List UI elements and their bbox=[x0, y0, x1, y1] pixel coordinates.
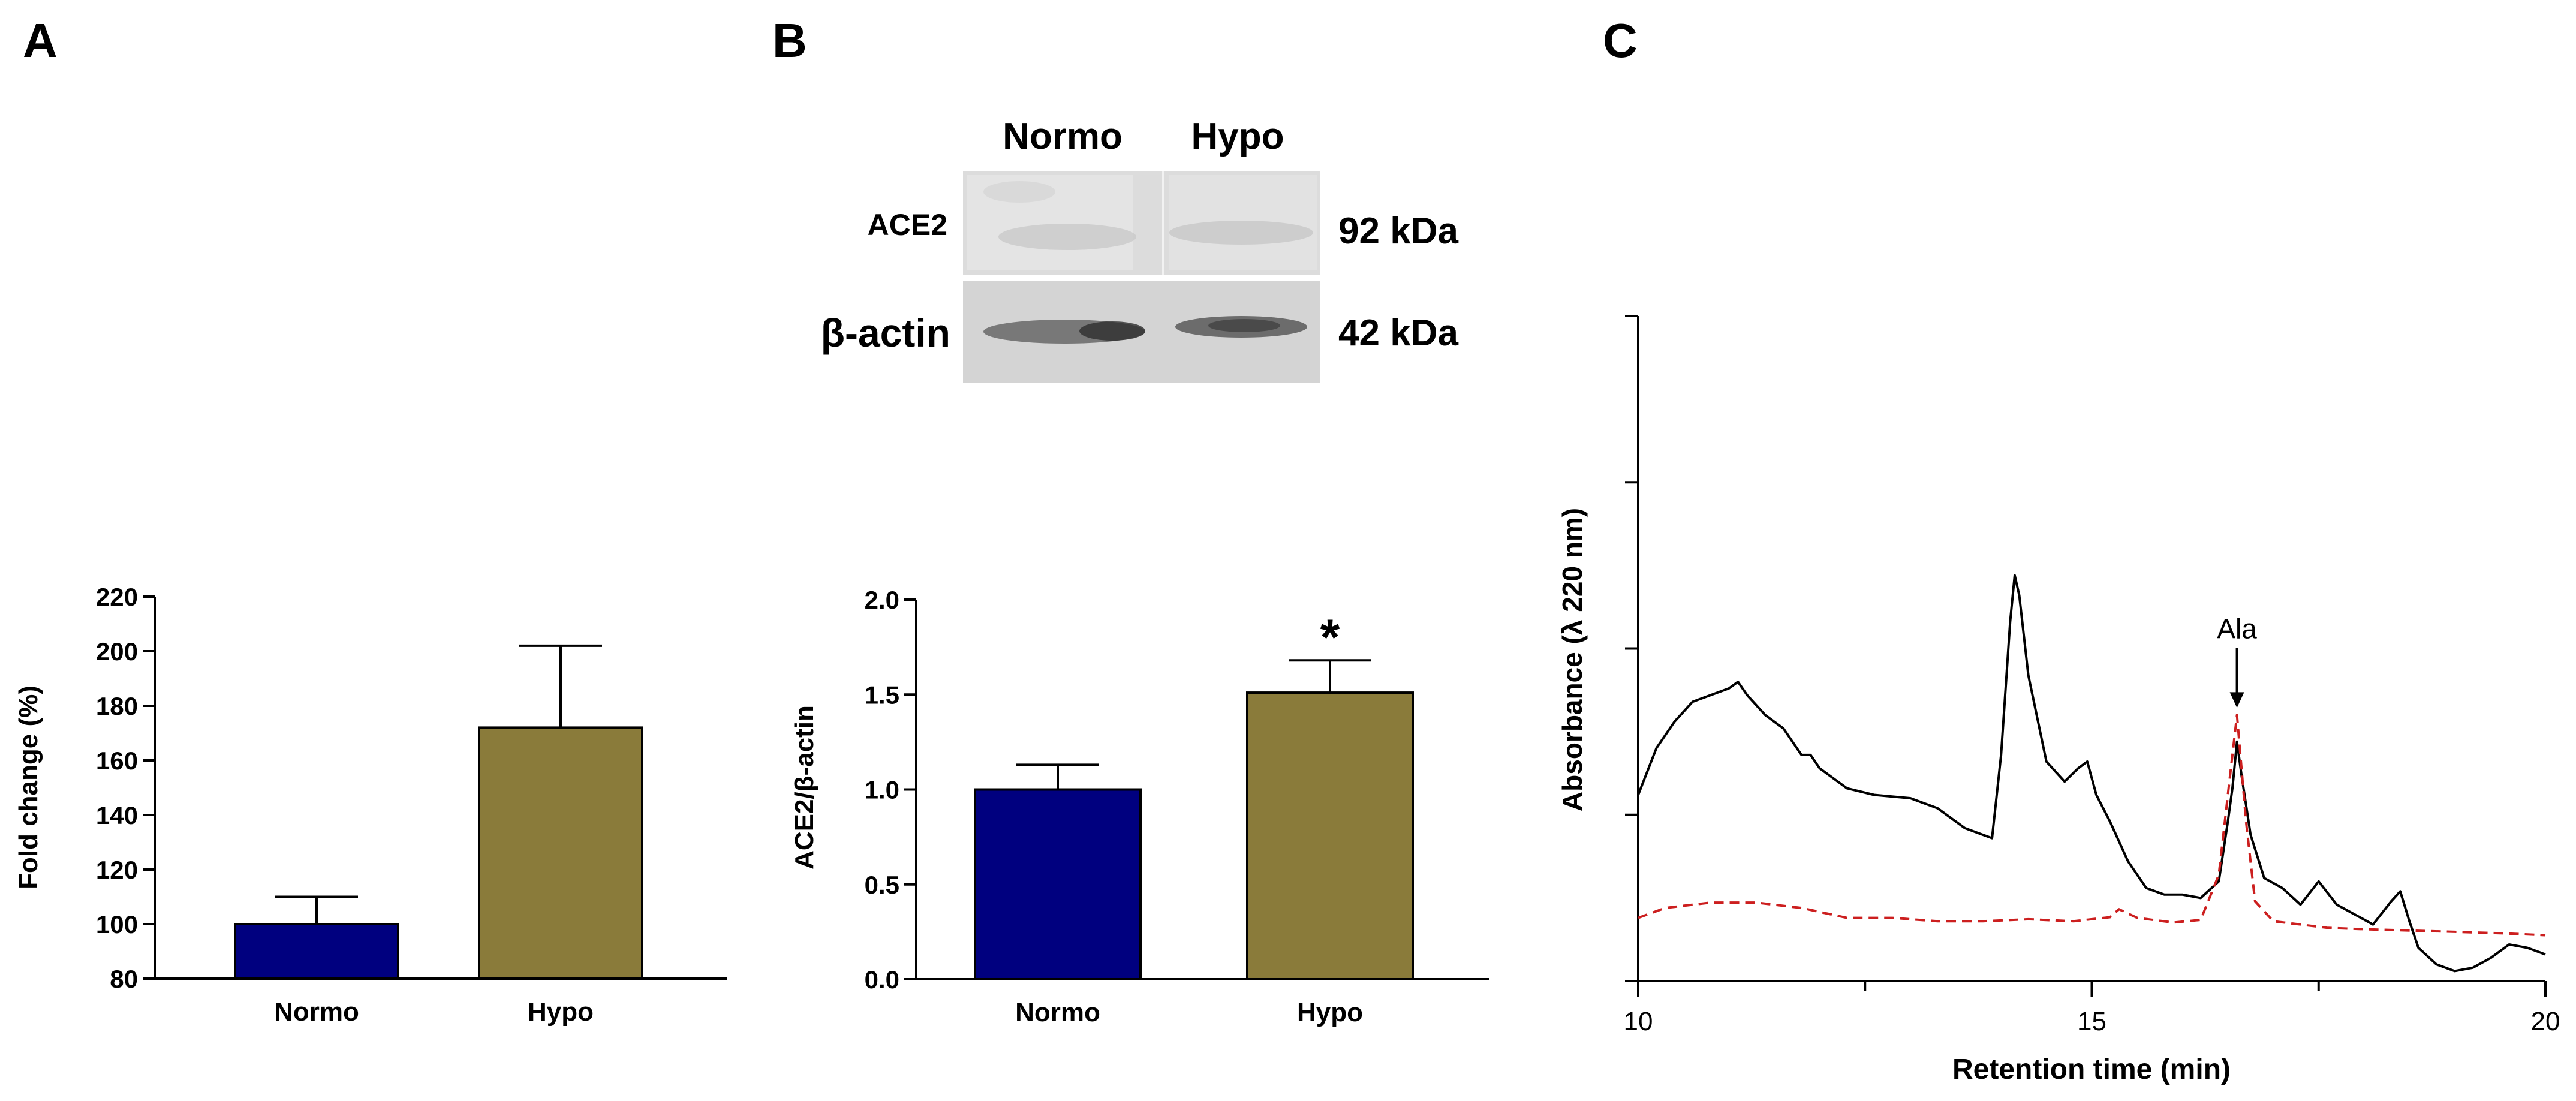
b-y-tick-label: 1.0 bbox=[865, 776, 899, 804]
blot-strip-beta-actin bbox=[963, 281, 1320, 383]
blot-mw-label-92: 92 kDa bbox=[1338, 210, 1458, 252]
panel-c-x-tick-label: 20 bbox=[2531, 1007, 2560, 1036]
a-y-tick-label: 220 bbox=[96, 583, 138, 611]
panel-a-bar-chart: 80 100 120 140 160 180 200 220 Normo Hypo Fold c… bbox=[14, 583, 727, 1027]
panel-c-y-axis-label: Absorbance (λ 220 nm) bbox=[1557, 508, 1588, 811]
a-y-tick-label: 100 bbox=[96, 910, 138, 938]
panel-c-series-sample bbox=[1637, 574, 2546, 973]
b-y-tick-label: 1.5 bbox=[865, 681, 899, 709]
western-blot: Normo Hypo ACE2 β-actin 92 kDa 42 kDa bbox=[821, 116, 1458, 383]
b-bar-normo bbox=[974, 788, 1142, 980]
panel-c-chromatogram: 10 15 20 Ala Retention time (min) Absorban… bbox=[1557, 315, 2560, 1085]
a-x-tick-label-hypo: Hypo bbox=[528, 997, 594, 1027]
blot-strip-ace2 bbox=[963, 171, 1320, 275]
blot-lane-label-hypo: Hypo bbox=[1191, 116, 1284, 157]
a-bar-hypo bbox=[478, 726, 643, 980]
panel-c-series-ala-standard bbox=[1638, 714, 2546, 937]
a-y-tick-label: 180 bbox=[96, 692, 138, 720]
a-y-tick-label: 120 bbox=[96, 856, 138, 884]
panel-c-ala-label: Ala bbox=[2217, 613, 2257, 644]
panel-a-y-axis-label: Fold change (%) bbox=[14, 685, 43, 889]
panel-b-significance-star: * bbox=[1320, 609, 1340, 665]
a-y-tick-label: 200 bbox=[96, 637, 138, 666]
a-y-tick-label: 160 bbox=[96, 747, 138, 775]
a-y-tick-label: 140 bbox=[96, 801, 138, 829]
blot-row-label-beta-actin: β-actin bbox=[821, 311, 950, 355]
a-x-tick-label-normo: Normo bbox=[274, 997, 359, 1027]
b-bar-hypo bbox=[1246, 691, 1414, 980]
panel-b-letter: B bbox=[772, 14, 807, 67]
blot-mw-label-42: 42 kDa bbox=[1338, 312, 1458, 354]
b-y-tick-label: 0.5 bbox=[865, 871, 899, 899]
b-y-tick-label: 2.0 bbox=[865, 586, 899, 614]
b-x-tick-label-hypo: Hypo bbox=[1297, 998, 1363, 1027]
panel-a-letter: A bbox=[23, 14, 58, 67]
blot-row-label-ace2: ACE2 bbox=[868, 208, 947, 242]
panel-b-bar-chart: 0.0 0.5 1.0 1.5 2.0 Normo Hypo * ACE2/β-actin bbox=[790, 586, 1489, 1027]
b-x-tick-label-normo: Normo bbox=[1015, 998, 1100, 1027]
panel-c-ala-arrow-head bbox=[2229, 692, 2244, 708]
panel-c-x-tick-label: 10 bbox=[1624, 1007, 1653, 1036]
a-bar-normo bbox=[234, 923, 399, 980]
a-y-tick-label: 80 bbox=[110, 965, 138, 993]
panel-c-letter: C bbox=[1603, 14, 1638, 67]
b-y-tick-label: 0.0 bbox=[865, 965, 899, 994]
blot-lane-label-normo: Normo bbox=[1003, 116, 1123, 157]
panel-c-x-tick-label: 15 bbox=[2077, 1007, 2106, 1036]
panel-c-x-axis-label: Retention time (min) bbox=[1952, 1054, 2231, 1085]
panel-b-y-axis-label: ACE2/β-actin bbox=[790, 705, 819, 870]
